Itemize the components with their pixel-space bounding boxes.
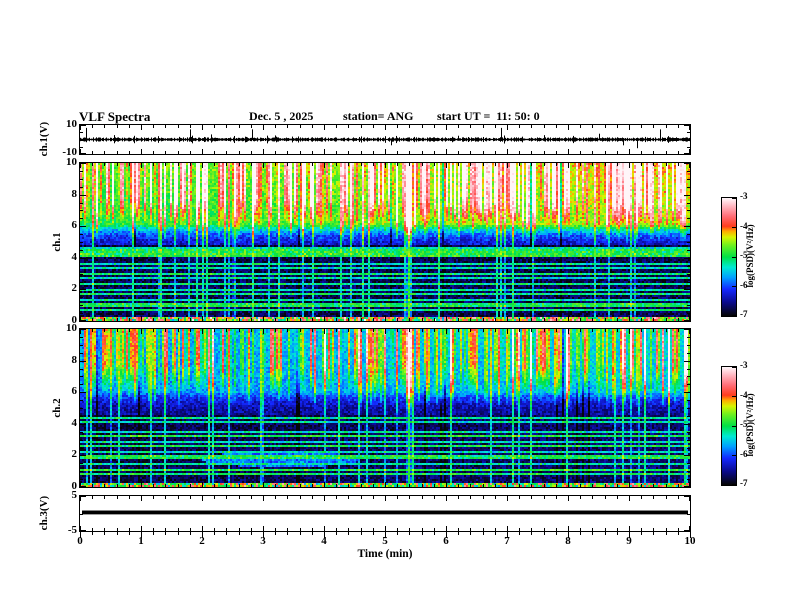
page-title: VLF Spectra xyxy=(79,109,151,124)
ch2-spec-ylabel-channel: ch.2 xyxy=(51,398,64,418)
ch1-spec-ylabel-channel: ch.1 xyxy=(51,232,64,252)
colorbar-ch2 xyxy=(721,366,737,486)
colorbar-ch1 xyxy=(721,197,737,317)
ch1-wave-ylabel: ch.1(V) xyxy=(37,121,50,157)
ch3-waveform-panel xyxy=(79,495,691,532)
colorbar-ch2-label: log(PSD)(V²/Hz) xyxy=(745,393,756,457)
ch1-spec-ylabel: ch.1 Frequency (kHz) xyxy=(27,162,99,322)
date-label: Dec. 5 , 2025 xyxy=(249,109,314,123)
ch1-waveform-panel xyxy=(79,124,691,155)
start-time-label: start UT = 11: 50: 0 xyxy=(437,109,540,123)
colorbar-ch1-label: log(PSD)(V²/Hz) xyxy=(745,224,756,288)
ch2-spectrogram xyxy=(79,328,691,488)
time-axis-ticks xyxy=(80,532,691,540)
ch1-spectrogram xyxy=(79,162,691,322)
time-axis-title: Time (min) xyxy=(357,548,413,560)
station-label: station= ANG xyxy=(343,109,414,123)
ch2-spec-ylabel: ch.2 Frequency (kHz) xyxy=(27,328,99,488)
ch3-wave-ylabel: ch.3(V) xyxy=(37,495,50,531)
